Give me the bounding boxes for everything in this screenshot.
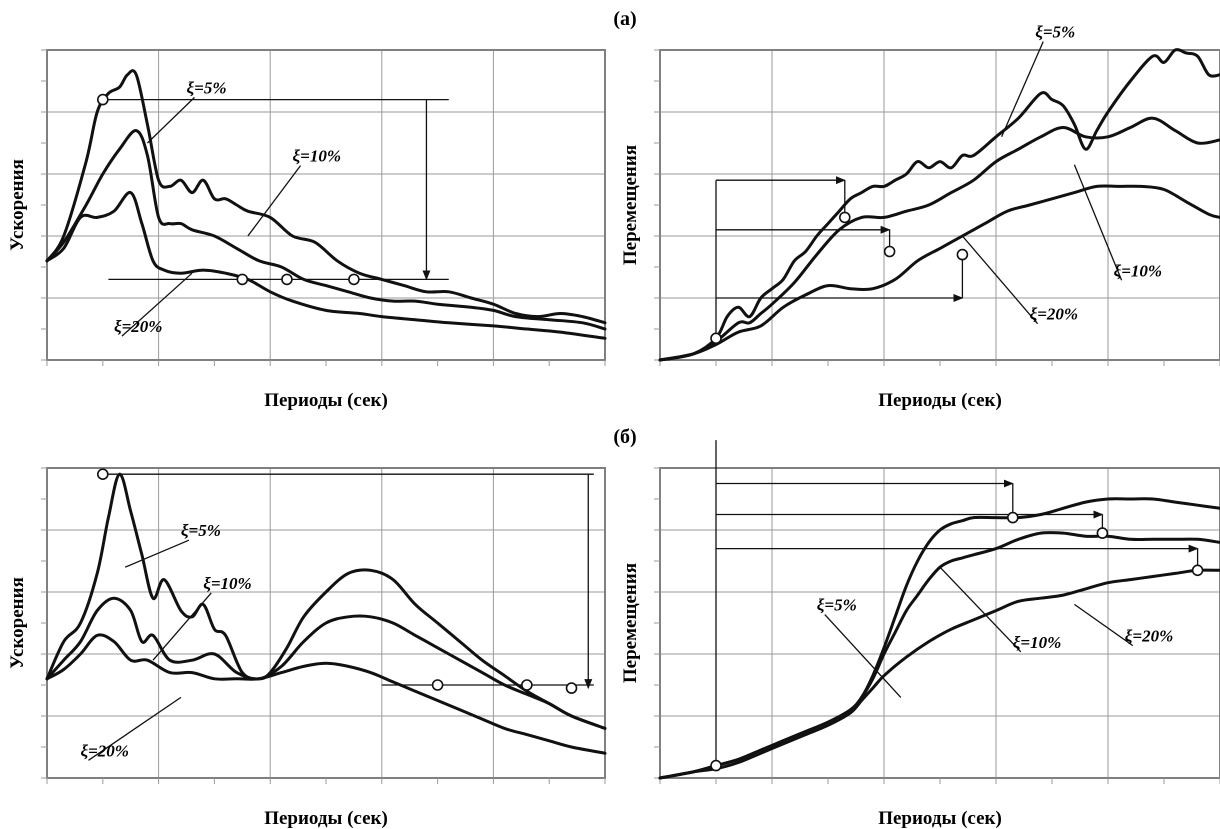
label-leader (1074, 603, 1134, 647)
series-label: ξ=20% (1030, 305, 1079, 324)
series-label: ξ=5% (181, 521, 221, 540)
chart-a-displacements: ξ=5% ξ=10% ξ=20% Периоды (сек) Перемещения (620, 23, 1220, 411)
point-marker (1006, 511, 1019, 524)
label-leader (88, 696, 182, 761)
point-marker (1096, 527, 1109, 539)
point-marker (956, 248, 969, 261)
series-label: ξ=5% (817, 596, 857, 615)
label-leader (1001, 41, 1044, 138)
series-label: ξ=5% (187, 78, 227, 97)
series-label: ξ=10% (1013, 633, 1062, 652)
series-label: ξ=20% (80, 741, 129, 760)
series-line-xi-20 (45, 191, 607, 340)
chart-b-accelerations: ξ=5% ξ=10% ξ=20% Периоды (сек) Ускорения (7, 467, 607, 829)
x-axis-label: Периоды (сек) (878, 390, 1002, 411)
label-leader (121, 272, 193, 337)
y-axis-label: Ускорения (7, 159, 28, 251)
label-leader (939, 566, 1022, 653)
point-marker (521, 679, 533, 691)
point-marker (97, 93, 109, 106)
series-line-xi-20 (658, 184, 1220, 362)
y-axis-label: Перемещения (620, 563, 641, 683)
panel-label-b: (б) (613, 426, 636, 448)
panel-label-a: (а) (613, 8, 636, 30)
series-line-xi-10 (45, 596, 607, 730)
point-marker (710, 332, 722, 345)
series-label: ξ=5% (1035, 23, 1075, 42)
series-line-xi-5 (45, 69, 607, 325)
label-leader (146, 96, 195, 144)
chart-a-accelerations: ξ=5% ξ=10% ξ=20% Периоды (сек) Ускорения (7, 49, 607, 411)
point-marker (281, 273, 293, 286)
series-line-xi-10 (658, 531, 1220, 780)
point-marker (565, 682, 578, 694)
series-label: ξ=10% (293, 147, 342, 166)
series-line-xi-20 (658, 568, 1220, 780)
label-leader (824, 614, 902, 698)
point-marker (348, 273, 360, 286)
series-label: ξ=10% (1114, 261, 1163, 280)
label-leader (152, 592, 212, 661)
x-axis-label: Периоды (сек) (878, 808, 1002, 829)
point-marker (838, 211, 851, 224)
series-line-xi-5 (658, 48, 1220, 362)
series-label: ξ=20% (114, 317, 162, 336)
point-marker (236, 273, 249, 286)
point-marker (710, 759, 722, 772)
y-axis-label: Перемещения (620, 145, 641, 265)
series-label: ξ=10% (203, 574, 252, 593)
point-marker (883, 245, 896, 258)
y-axis-label: Ускорения (7, 577, 28, 669)
point-marker (97, 468, 109, 481)
point-marker (431, 679, 444, 691)
series-label: ξ=20% (1125, 627, 1174, 646)
series-line-xi-20 (45, 633, 607, 755)
x-axis-label: Периоды (сек) (264, 808, 388, 829)
label-leader (1073, 164, 1123, 281)
label-leader (247, 165, 302, 237)
chart-b-displacements: ξ=5% ξ=10% ξ=20% Периоды (сек) Перемещения (620, 440, 1220, 829)
label-leader (961, 235, 1039, 325)
point-marker (1191, 564, 1204, 577)
x-axis-label: Периоды (сек) (264, 390, 388, 411)
series-line-xi-10 (45, 129, 607, 331)
label-leader (124, 539, 190, 568)
series-line-xi-5 (45, 472, 607, 730)
series-line-xi-10 (658, 116, 1220, 362)
